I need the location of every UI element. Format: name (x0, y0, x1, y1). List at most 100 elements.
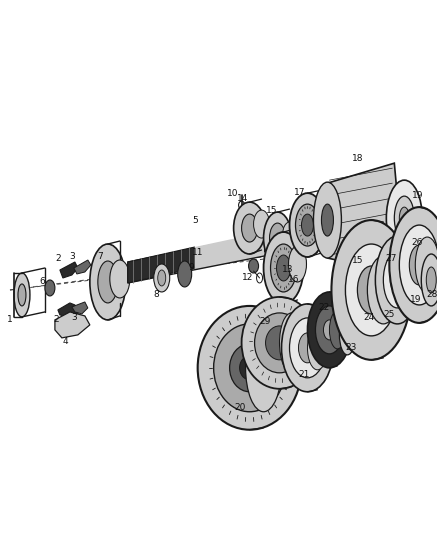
Ellipse shape (264, 232, 304, 304)
Ellipse shape (296, 204, 319, 246)
Ellipse shape (367, 256, 399, 324)
Text: 18: 18 (352, 154, 363, 163)
Polygon shape (74, 260, 91, 274)
Ellipse shape (18, 284, 26, 306)
Ellipse shape (399, 260, 423, 320)
Ellipse shape (249, 259, 258, 273)
Ellipse shape (364, 321, 371, 339)
Text: 15: 15 (352, 255, 363, 264)
Text: 11: 11 (192, 247, 203, 256)
Ellipse shape (274, 257, 282, 271)
Ellipse shape (399, 207, 409, 229)
Polygon shape (72, 302, 88, 314)
Ellipse shape (290, 318, 325, 378)
Ellipse shape (271, 244, 297, 292)
Ellipse shape (394, 196, 414, 240)
Ellipse shape (233, 202, 265, 254)
Text: 8: 8 (154, 290, 159, 300)
Text: 2: 2 (55, 254, 61, 263)
Ellipse shape (346, 244, 397, 336)
Ellipse shape (276, 255, 290, 281)
Text: 27: 27 (385, 254, 397, 263)
Ellipse shape (242, 214, 258, 242)
Ellipse shape (357, 266, 385, 314)
Text: 22: 22 (319, 303, 330, 312)
Ellipse shape (240, 356, 260, 380)
Polygon shape (265, 228, 294, 252)
Polygon shape (194, 232, 265, 268)
Polygon shape (58, 303, 80, 318)
Ellipse shape (45, 280, 55, 296)
Ellipse shape (265, 326, 293, 360)
Polygon shape (55, 312, 90, 338)
Text: 14: 14 (237, 193, 248, 203)
Ellipse shape (237, 236, 246, 248)
Ellipse shape (343, 325, 351, 345)
Text: 29: 29 (259, 318, 270, 326)
Ellipse shape (14, 273, 30, 317)
Polygon shape (328, 163, 399, 273)
Text: 25: 25 (384, 310, 395, 319)
Text: 23: 23 (346, 343, 357, 352)
Ellipse shape (254, 313, 304, 373)
Ellipse shape (426, 267, 436, 293)
Text: 20: 20 (234, 403, 245, 412)
Ellipse shape (307, 326, 328, 370)
Ellipse shape (405, 275, 417, 305)
Text: 17: 17 (294, 188, 305, 197)
Text: 3: 3 (69, 252, 75, 261)
Ellipse shape (314, 205, 329, 237)
Text: 3: 3 (71, 313, 77, 322)
Ellipse shape (360, 312, 375, 348)
Ellipse shape (214, 324, 286, 412)
Ellipse shape (198, 306, 301, 430)
Polygon shape (128, 228, 294, 283)
Ellipse shape (283, 222, 297, 248)
Ellipse shape (329, 311, 346, 349)
Text: 19: 19 (412, 191, 423, 200)
Ellipse shape (332, 220, 411, 360)
Ellipse shape (399, 225, 438, 305)
Text: 7: 7 (97, 252, 102, 261)
Ellipse shape (373, 301, 396, 349)
Ellipse shape (98, 261, 118, 303)
Ellipse shape (110, 260, 130, 298)
Ellipse shape (289, 246, 307, 282)
Text: 21: 21 (299, 370, 310, 379)
Ellipse shape (178, 261, 192, 287)
Text: 26: 26 (412, 238, 423, 247)
Ellipse shape (321, 204, 333, 236)
Ellipse shape (290, 193, 325, 257)
Text: 19: 19 (410, 295, 421, 304)
Text: 2: 2 (53, 316, 59, 325)
Ellipse shape (254, 210, 269, 238)
Ellipse shape (282, 304, 333, 392)
Ellipse shape (323, 320, 336, 340)
Text: 24: 24 (364, 313, 375, 322)
Ellipse shape (230, 344, 269, 392)
Text: 1: 1 (7, 316, 13, 325)
Ellipse shape (246, 324, 282, 412)
Ellipse shape (242, 297, 318, 389)
Ellipse shape (90, 244, 126, 320)
Ellipse shape (383, 252, 411, 308)
Text: 13: 13 (282, 265, 293, 274)
Ellipse shape (375, 236, 419, 324)
Ellipse shape (421, 254, 438, 306)
Ellipse shape (378, 312, 390, 338)
Text: 12: 12 (242, 273, 253, 282)
Ellipse shape (415, 237, 438, 293)
Ellipse shape (298, 333, 317, 363)
Polygon shape (60, 262, 78, 278)
Text: 10: 10 (227, 189, 238, 198)
Ellipse shape (389, 207, 438, 323)
Text: 5: 5 (192, 215, 198, 224)
Text: 9: 9 (189, 263, 194, 272)
Ellipse shape (390, 266, 404, 294)
Ellipse shape (307, 292, 351, 368)
Ellipse shape (279, 313, 304, 373)
Text: 6: 6 (39, 278, 45, 286)
Polygon shape (128, 247, 194, 283)
Ellipse shape (264, 212, 292, 264)
Ellipse shape (269, 223, 286, 253)
